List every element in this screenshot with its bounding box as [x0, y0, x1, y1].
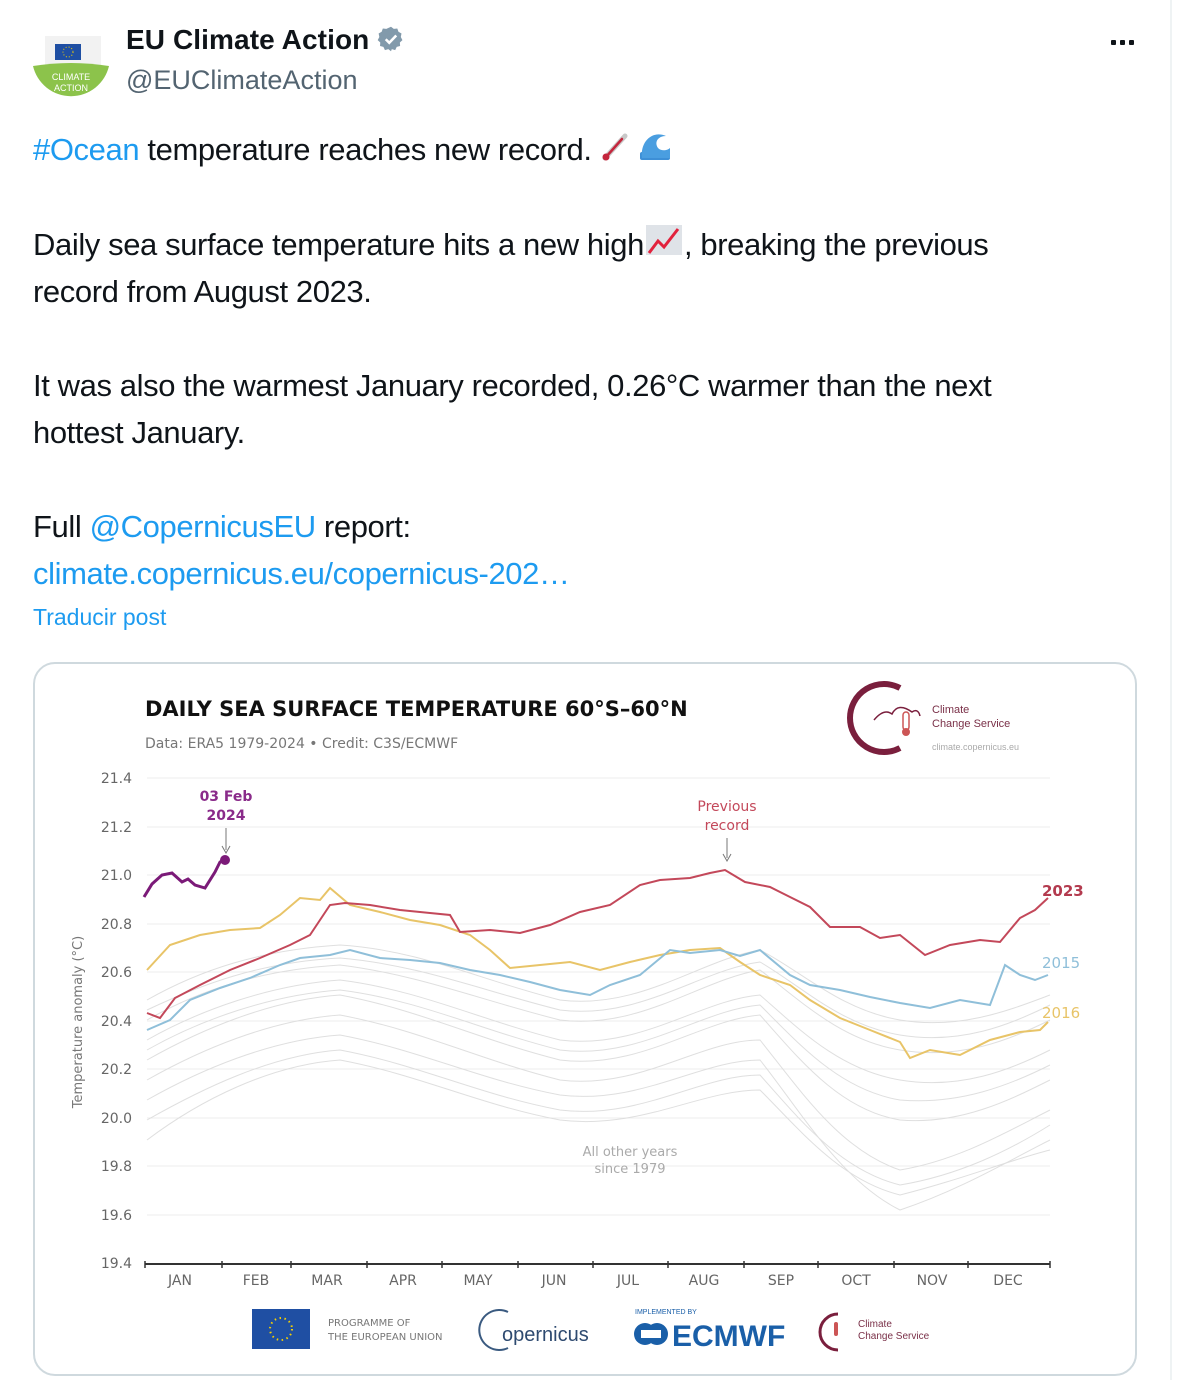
svg-text:FEB: FEB	[243, 1273, 270, 1289]
label-2015: 2015	[1042, 954, 1080, 972]
svg-text:JAN: JAN	[167, 1273, 192, 1289]
author-name[interactable]: EU Climate Action	[126, 24, 405, 56]
svg-text:APR: APR	[389, 1273, 417, 1289]
more-options-button[interactable]	[1104, 30, 1140, 54]
post-line-5: hottest January.	[33, 415, 245, 450]
svg-text:JUL: JUL	[616, 1273, 639, 1289]
ecmwf-logo: IMPLEMENTED BY ECMWF	[634, 1309, 785, 1353]
svg-text:Climate: Climate	[858, 1319, 892, 1330]
svg-text:DEC: DEC	[993, 1273, 1023, 1289]
svg-text:20.6: 20.6	[101, 965, 132, 981]
more-dot-icon	[1119, 39, 1125, 45]
svg-text:21.4: 21.4	[101, 771, 132, 787]
svg-text:OCT: OCT	[841, 1273, 871, 1289]
x-axis: JAN FEB MAR APR MAY JUN JUL AUG SEP OCT …	[144, 1261, 1051, 1289]
post-line-6: Full @CopernicusEU report:	[33, 503, 411, 550]
copernicus-logo: opernicus	[478, 1309, 589, 1351]
author-name-text[interactable]: EU Climate Action	[126, 24, 370, 55]
svg-text:AUG: AUG	[689, 1273, 720, 1289]
annotation-previous-record: Previous record	[697, 799, 756, 834]
svg-text:climate.copernicus.eu: climate.copernicus.eu	[932, 742, 1019, 752]
chart-subtitle: Data: ERA5 1979-2024 • Credit: C3S/ECMWF	[145, 736, 458, 752]
svg-text:20.0: 20.0	[101, 1111, 132, 1127]
svg-text:Climate: Climate	[932, 704, 969, 716]
post-text: Daily sea surface temperature hits a new…	[33, 227, 644, 262]
svg-text:20.8: 20.8	[101, 917, 132, 933]
timeline-divider	[1170, 0, 1172, 1380]
svg-text:Change Service: Change Service	[858, 1331, 930, 1342]
more-dot-icon	[1110, 39, 1116, 45]
post-line-4: It was also the warmest January recorded…	[33, 368, 992, 403]
svg-text:IMPLEMENTED BY: IMPLEMENTED BY	[635, 1309, 697, 1316]
water-wave-emoji-icon	[638, 128, 672, 175]
svg-text:03 Feb: 03 Feb	[200, 789, 253, 805]
post-text: , breaking the previous	[683, 227, 989, 262]
eu-programme-logo: PROGRAMME OF THE EUROPEAN UNION	[252, 1309, 443, 1349]
annotation-other-years: All other years since 1979	[583, 1145, 678, 1177]
tweet: CLIMATE ACTION EU Climate Action @EUClim…	[31, 24, 1140, 1376]
report-link[interactable]: climate.copernicus.eu/copernicus-202…	[33, 556, 570, 591]
verified-badge-icon	[377, 25, 405, 53]
svg-text:since 1979: since 1979	[595, 1162, 666, 1177]
avatar[interactable]: CLIMATE ACTION	[31, 30, 111, 104]
y-axis-label: Temperature anomaly (°C)	[71, 936, 86, 1109]
series-2016	[146, 886, 1049, 1060]
post-text: Full	[33, 509, 90, 544]
svg-text:JUN: JUN	[541, 1273, 567, 1289]
more-dot-icon	[1128, 39, 1134, 45]
annotation-2024: 03 Feb 2024	[200, 789, 253, 824]
hashtag-ocean-link[interactable]: #Ocean	[33, 132, 140, 167]
series-2024	[142, 858, 226, 898]
svg-text:21.2: 21.2	[101, 820, 132, 836]
svg-text:20.4: 20.4	[101, 1014, 132, 1030]
svg-text:CLIMATE: CLIMATE	[52, 72, 90, 82]
svg-text:opernicus: opernicus	[502, 1324, 589, 1346]
svg-text:19.4: 19.4	[101, 1256, 132, 1272]
chart-increasing-emoji-icon	[644, 223, 684, 270]
series-2023	[146, 868, 1049, 1020]
svg-text:Previous: Previous	[697, 799, 756, 815]
chart-title: DAILY SEA SURFACE TEMPERATURE 60°S–60°N	[145, 697, 688, 721]
svg-text:19.8: 19.8	[101, 1159, 132, 1175]
post-text: report:	[315, 509, 411, 544]
svg-text:2024: 2024	[207, 808, 246, 824]
svg-text:ECMWF: ECMWF	[672, 1320, 785, 1353]
svg-text:record: record	[705, 818, 750, 834]
author-handle[interactable]: @EUClimateAction	[126, 65, 358, 95]
post-line-3: record from August 2023.	[33, 274, 372, 309]
latest-point-marker	[220, 855, 230, 865]
svg-text:20.2: 20.2	[101, 1062, 132, 1078]
svg-text:All other years: All other years	[583, 1145, 678, 1160]
svg-text:ACTION: ACTION	[54, 83, 88, 93]
svg-text:Change Service: Change Service	[932, 718, 1010, 730]
series-other-years	[146, 944, 1051, 1211]
svg-text:MAR: MAR	[311, 1273, 343, 1289]
sst-chart: DAILY SEA SURFACE TEMPERATURE 60°S–60°N …	[71, 681, 1084, 1353]
gridlines	[147, 777, 1050, 1216]
post-text: temperature reaches new record.	[139, 132, 600, 167]
y-axis-ticks: 21.4 21.2 21.0 20.8 20.6 20.4 20.2 20.0 …	[101, 771, 132, 1272]
svg-text:MAY: MAY	[463, 1273, 493, 1289]
svg-text:SEP: SEP	[768, 1273, 794, 1289]
thermometer-emoji-icon	[600, 128, 630, 175]
svg-text:NOV: NOV	[917, 1273, 948, 1289]
svg-text:THE EUROPEAN UNION: THE EUROPEAN UNION	[327, 1332, 443, 1343]
label-2023: 2023	[1042, 882, 1084, 900]
post-line-2: Daily sea surface temperature hits a new…	[33, 221, 989, 270]
climate-change-service-logo: Climate Change Service climate.copernicu…	[847, 681, 1019, 755]
svg-text:PROGRAMME OF: PROGRAMME OF	[328, 1318, 411, 1329]
c3s-footer-logo: Climate Change Service	[818, 1312, 930, 1352]
series-2015	[146, 948, 1049, 1031]
svg-text:19.6: 19.6	[101, 1208, 132, 1224]
label-2016: 2016	[1042, 1004, 1080, 1022]
post-line-1: #Ocean temperature reaches new record.	[33, 126, 672, 175]
svg-text:21.0: 21.0	[101, 868, 132, 884]
translate-post-button[interactable]: Traducir post	[33, 604, 167, 630]
media-card-chart-image[interactable]: DAILY SEA SURFACE TEMPERATURE 60°S–60°N …	[33, 662, 1137, 1376]
mention-copernicus-link[interactable]: @CopernicusEU	[89, 509, 317, 544]
